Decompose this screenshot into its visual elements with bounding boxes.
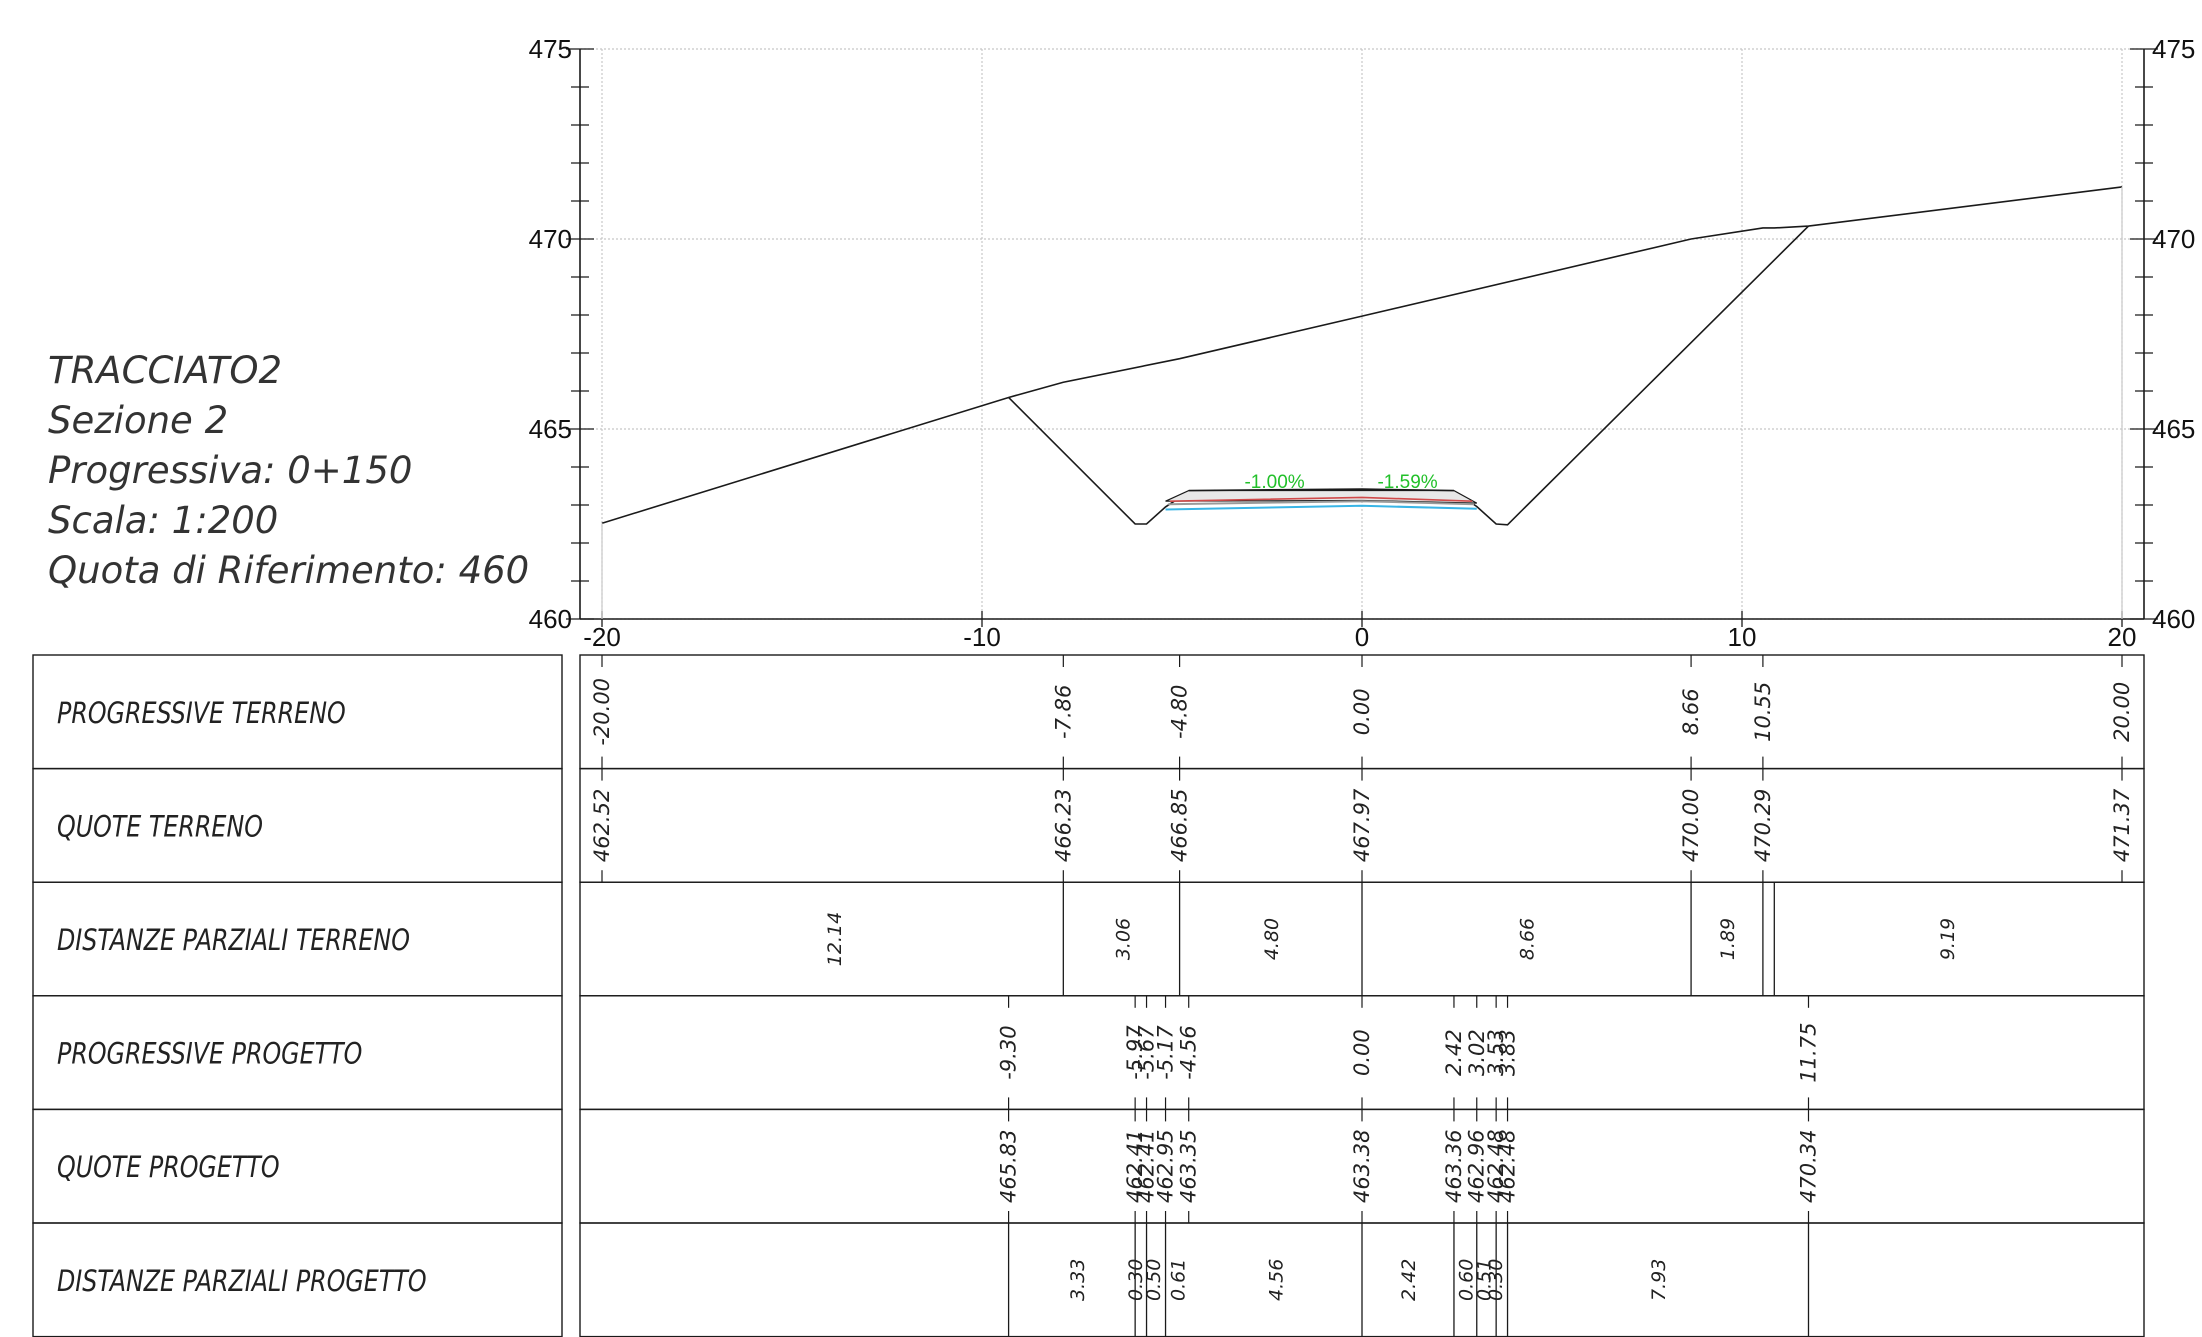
table-distance: 2.42 — [1398, 1259, 1420, 1301]
table-value: -7.86 — [1051, 685, 1075, 739]
x-tick-label: 20 — [2108, 622, 2137, 652]
table-value: -9.30 — [997, 1025, 1021, 1079]
table-value: 462.41 — [1135, 1129, 1159, 1202]
table-value: 2.42 — [1442, 1029, 1466, 1076]
y-tick-label-left: 470 — [529, 224, 572, 254]
table-distance: 0.60 — [1455, 1259, 1477, 1301]
table-distance: 0.30 — [1485, 1259, 1507, 1301]
table-distance: 0.50 — [1143, 1259, 1165, 1301]
scale: Scala: 1:200 — [48, 499, 278, 542]
pavement-grey-line — [1168, 500, 1475, 506]
terrain-line — [601, 186, 2123, 525]
table-value: 470.00 — [1679, 789, 1703, 862]
y-tick-label-right: 460 — [2152, 604, 2195, 634]
table-value: 3.83 — [1496, 1029, 1520, 1076]
chainage: Progressiva: 0+150 — [48, 449, 412, 492]
table-distance: 7.93 — [1648, 1259, 1670, 1301]
table-row-label: PROGRESSIVE PROGETTO — [57, 1037, 362, 1071]
table-value: -4.56 — [1177, 1025, 1201, 1079]
table-row-label: QUOTE TERRENO — [57, 810, 263, 844]
table-distance: 1.89 — [1717, 918, 1739, 960]
table-distance: 4.56 — [1265, 1259, 1287, 1301]
table-value: 462.48 — [1484, 1129, 1508, 1202]
section-info-block: TRACCIATO2 Sezione 2 Progressiva: 0+150 … — [48, 349, 529, 592]
table-distance: 0.51 — [1474, 1259, 1496, 1301]
y-tick-label-left: 465 — [529, 414, 572, 444]
grade-label: -1.59% — [1377, 472, 1437, 493]
table-row-label: DISTANZE PARZIALI TERRENO — [57, 924, 410, 958]
table-value: -5.67 — [1135, 1025, 1159, 1080]
table-value: 470.29 — [1751, 789, 1775, 862]
section-name: Sezione 2 — [48, 399, 228, 442]
table-value: 467.97 — [1350, 788, 1374, 862]
table-value: 3.02 — [1465, 1029, 1489, 1076]
table-value: 3.53 — [1484, 1029, 1508, 1076]
road-surface-line — [1188, 488, 1454, 492]
table-value: 463.35 — [1177, 1129, 1201, 1202]
table-distance: 12.14 — [824, 912, 846, 966]
table-value: 471.37 — [2110, 788, 2134, 862]
table-value: -5.97 — [1123, 1025, 1147, 1080]
table-value: 20.00 — [2110, 682, 2134, 742]
table-row-label: PROGRESSIVE TERRENO — [57, 697, 346, 731]
table-row-label: QUOTE PROGETTO — [57, 1151, 280, 1185]
table-value: 462.95 — [1154, 1129, 1178, 1202]
table-distance: 3.06 — [1113, 918, 1135, 960]
y-tick-label-left: 460 — [529, 604, 572, 634]
y-tick-label-right: 475 — [2152, 34, 2195, 64]
x-tick-label: -10 — [963, 622, 1001, 652]
subbase-cyan-line — [1165, 504, 1477, 511]
table-value: 463.36 — [1442, 1129, 1466, 1202]
table-value: 462.96 — [1465, 1129, 1489, 1202]
x-tick-label: 0 — [1355, 622, 1369, 652]
plot-axes: 460 460 465 465 470 470 475 475 -20 -10 0 10 20 — [529, 34, 2196, 652]
alignment-name: TRACCIATO2 — [48, 349, 282, 392]
table-value: 8.66 — [1679, 688, 1703, 735]
table-value: 0.00 — [1350, 688, 1374, 735]
table-distance: 0.30 — [1125, 1259, 1147, 1301]
table-value: -4.80 — [1168, 685, 1192, 739]
table-value: 11.75 — [1797, 1023, 1821, 1083]
y-tick-label-left: 475 — [529, 34, 572, 64]
grade-label: -1.00% — [1244, 472, 1304, 493]
table-distance: 4.80 — [1261, 918, 1283, 960]
plot-grid — [580, 48, 2144, 620]
y-tick-label-right: 465 — [2152, 414, 2195, 444]
table-value: 466.23 — [1051, 789, 1075, 862]
table-value: 462.48 — [1496, 1129, 1520, 1202]
table-value: -20.00 — [590, 678, 614, 746]
table-row-label: DISTANZE PARZIALI PROGETTO — [57, 1265, 427, 1299]
plot-lines: -1.00% -1.59% — [601, 186, 2123, 619]
pavement-red-line — [1170, 496, 1473, 502]
y-tick-label-right: 470 — [2152, 224, 2195, 254]
table-value: 463.38 — [1350, 1129, 1374, 1202]
table-value: 465.83 — [997, 1129, 1021, 1202]
table-distance: 3.33 — [1067, 1259, 1089, 1301]
table-distance: 9.19 — [1937, 918, 1959, 960]
table-value: -5.17 — [1154, 1025, 1178, 1080]
x-tick-label: -20 — [583, 622, 621, 652]
table-value: 0.00 — [1350, 1029, 1374, 1076]
table-distance: 0.61 — [1167, 1259, 1189, 1301]
table-value: 462.52 — [590, 789, 614, 862]
table-value: 10.55 — [1751, 682, 1775, 742]
reference-level: Quota di Riferimento: 460 — [48, 549, 529, 592]
data-table: PROGRESSIVE TERRENO -20.00 -7.86 -4.80 0.00 8… — [32, 654, 2145, 1337]
x-tick-label: 10 — [1728, 622, 1757, 652]
table-value: 470.34 — [1797, 1129, 1821, 1202]
table-value: 466.85 — [1168, 789, 1192, 862]
table-value: 462.41 — [1123, 1129, 1147, 1202]
table-distance: 8.66 — [1517, 918, 1539, 960]
